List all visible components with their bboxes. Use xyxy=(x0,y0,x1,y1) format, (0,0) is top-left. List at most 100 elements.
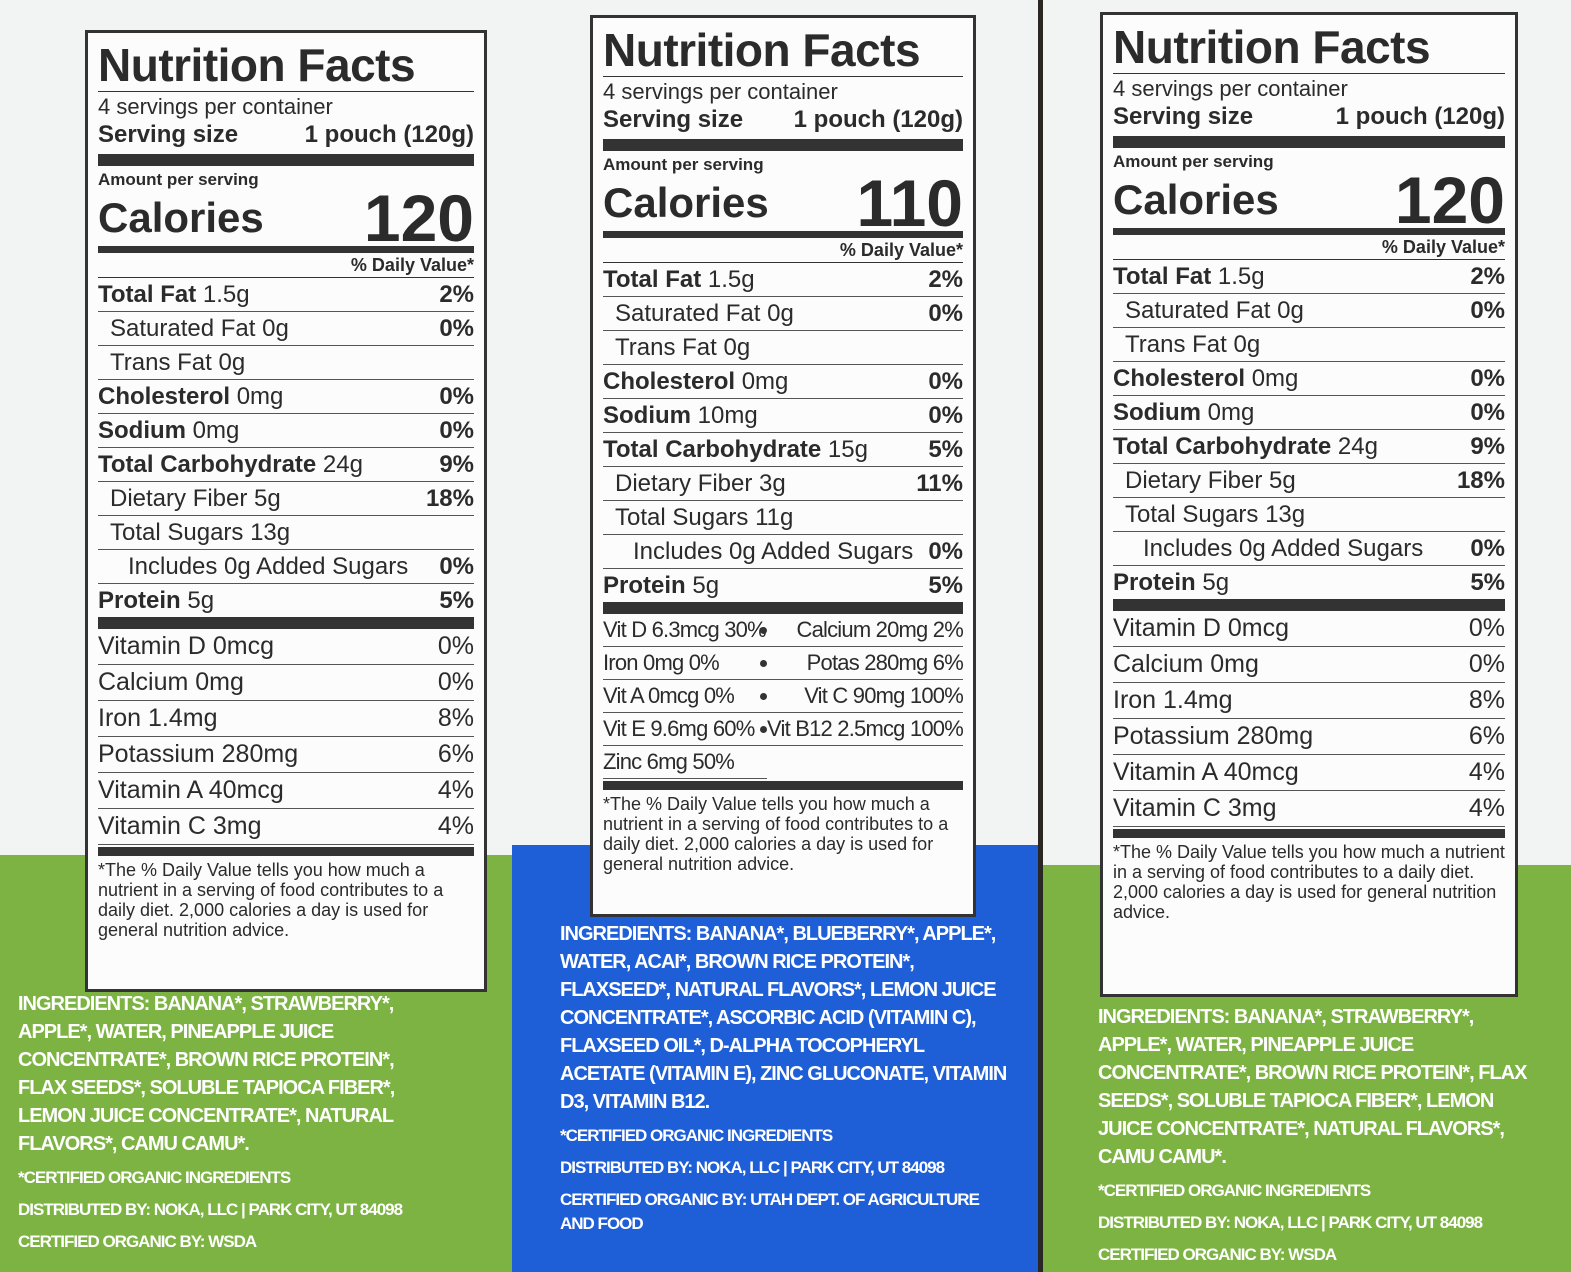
nutrient-dv: 5% xyxy=(928,572,963,599)
nutrient-name: Total Carbohydrate xyxy=(603,436,822,463)
nutrient-amount: 5g xyxy=(254,485,281,512)
nutrient-row: Sodium 0mg 0% xyxy=(1113,396,1505,430)
vitamin-name: Calcium 0mg xyxy=(1113,650,1259,678)
vitamin-name: Iron 1.4mg xyxy=(98,704,218,732)
thick-bar xyxy=(98,847,474,856)
servings: 4 servings per container xyxy=(1113,76,1348,101)
nutrient-amount: 0mg xyxy=(192,417,240,444)
nutrient: Trans Fat 0g xyxy=(110,346,245,379)
nutrient-row: Total Fat 1.5g 2% xyxy=(1113,260,1505,294)
nutrient: Total Carbohydrate 24g xyxy=(1113,430,1378,463)
nutrient-amount: 1.5g xyxy=(1217,263,1265,290)
vitamin-name: Vitamin C 3mg xyxy=(1113,794,1277,822)
nutrition-label: Nutrition Facts 4 servings per container S… xyxy=(85,30,487,992)
nutrient: Saturated Fat 0g xyxy=(615,297,794,330)
nutrient-name: Protein xyxy=(1113,569,1196,596)
nutrient-amount: 0mg xyxy=(236,383,284,410)
vitamin-dv: 8% xyxy=(1468,686,1505,714)
nutrient-dv: 2% xyxy=(1470,263,1505,290)
nutrient-name: Total Sugars xyxy=(1125,501,1259,528)
nutrient: Includes 0g Added Sugars xyxy=(633,535,913,568)
nutrient: Total Fat 1.5g xyxy=(98,278,250,311)
footnote: *The % Daily Value tells you how much a … xyxy=(603,794,949,874)
nutrient-row: Cholesterol 0mg 0% xyxy=(98,380,474,414)
nutrient: Dietary Fiber 5g xyxy=(110,482,281,515)
nutrient-row: Cholesterol 0mg 0% xyxy=(603,365,963,399)
nutrient-amount: 5g xyxy=(1202,569,1230,596)
nutrient-name: Cholesterol xyxy=(1113,365,1246,392)
nutrient-name: Sodium xyxy=(1113,399,1201,426)
certified-note: *CERTIFIED ORGANIC INGREDIENTS xyxy=(560,1126,833,1145)
label-title: Nutrition Facts xyxy=(98,39,474,92)
nutrient-name: Protein xyxy=(603,572,686,599)
nutrient-name: Total Sugars xyxy=(110,519,244,546)
nutrient-row: Total Fat 1.5g 2% xyxy=(98,278,474,312)
distributor: DISTRIBUTED BY: NOKA, LLC | PARK CITY, U… xyxy=(18,1200,403,1219)
nutrient-name: Protein xyxy=(98,587,181,614)
calories: Calories 120 xyxy=(98,181,474,255)
nutrient-name: Total Fat xyxy=(603,266,702,293)
nutrient: Protein 5g xyxy=(1113,566,1229,599)
vitamin: Vit B12 2.5mcg 100% xyxy=(767,713,964,746)
vitamin-name: Vitamin A 40mcg xyxy=(98,776,284,804)
amount-per-serving: Amount per serving xyxy=(98,170,259,189)
nutrient-name: Dietary Fiber xyxy=(110,485,248,512)
calories-label: Calories xyxy=(603,179,769,226)
nutrient-row: Total Carbohydrate 24g 9% xyxy=(98,448,474,482)
certifier: CERTIFIED ORGANIC BY: UTAH DEPT. OF AGRI… xyxy=(560,1190,980,1233)
vitamin-name: Calcium 0mg xyxy=(98,668,244,696)
nutrient-dv: 0% xyxy=(1470,399,1505,426)
nutrient-row: Total Sugars 11g xyxy=(603,501,963,535)
nutrient-amount: 0mg xyxy=(1251,365,1299,392)
thick-bar xyxy=(603,781,963,790)
nutrient-dv: 5% xyxy=(439,587,474,614)
nutrient-row: Dietary Fiber 5g 18% xyxy=(98,482,474,516)
vitamin: Calcium 20mg 2% xyxy=(767,614,964,647)
vitamin-row: Vitamin D 0mcg 0% xyxy=(1113,611,1505,647)
vitamin: Vit C 90mg 100% xyxy=(767,680,964,713)
nutrient-dv: 0% xyxy=(928,300,963,327)
thick-bar xyxy=(603,602,963,614)
nutrient: Cholesterol 0mg xyxy=(1113,362,1298,395)
nutrient: Total Carbohydrate 24g xyxy=(98,448,363,481)
nutrient-amount: 0mg xyxy=(741,368,789,395)
calories: Calories 110 xyxy=(603,166,963,240)
nutrient-amount: 1.5g xyxy=(202,281,250,308)
nutrient: Includes 0g Added Sugars xyxy=(1143,532,1423,565)
certified-note: *CERTIFIED ORGANIC INGREDIENTS xyxy=(18,1168,291,1187)
nutrient-amount: 24g xyxy=(1337,433,1378,460)
vitamin-row: Vitamin D 0mcg 0% xyxy=(98,629,474,665)
vitamin-row: Potassium 280mg 6% xyxy=(98,737,474,773)
medium-bar xyxy=(603,231,963,238)
medium-bar xyxy=(1113,228,1505,235)
nutrient: Saturated Fat 0g xyxy=(1125,294,1304,327)
vitamin-row: Vitamin C 3mg 4% xyxy=(1113,791,1505,827)
calories-value: 110 xyxy=(856,166,963,240)
amount-per-serving: Amount per serving xyxy=(1113,152,1274,171)
nutrient-row: Total Fat 1.5g 2% xyxy=(603,263,963,297)
nutrient-amount: 0g xyxy=(262,315,289,342)
amount-per-serving: Amount per serving xyxy=(603,155,764,174)
nutrient-name: Saturated Fat xyxy=(1125,297,1271,324)
nutrient: Cholesterol 0mg xyxy=(603,365,788,398)
thick-bar xyxy=(1113,829,1505,838)
calories-value: 120 xyxy=(363,181,474,255)
nutrient-row: Sodium 10mg 0% xyxy=(603,399,963,433)
vitamin-row: Calcium 0mg 0% xyxy=(98,665,474,701)
nutrient-row: Includes 0g Added Sugars 0% xyxy=(1113,532,1505,566)
label-title: Nutrition Facts xyxy=(1113,21,1505,74)
nutrient-dv: 0% xyxy=(439,417,474,444)
package-panel: Nutrition Facts 4 servings per container S… xyxy=(0,0,522,1272)
thick-bar xyxy=(603,139,963,151)
vitamin-row: Potassium 280mg 6% xyxy=(1113,719,1505,755)
nutrient: Sodium 0mg xyxy=(98,414,239,447)
vitamin: Vit A 0mcg 0% xyxy=(603,680,768,713)
ingredients: INGREDIENTS: BANANA*, BLUEBERRY*, APPLE*… xyxy=(560,923,1007,1113)
nutrient-name: Trans Fat xyxy=(1125,331,1227,358)
nutrient-name: Total Carbohydrate xyxy=(98,451,317,478)
nutrition-label: Nutrition Facts 4 servings per container S… xyxy=(1100,12,1518,997)
nutrient-row: Total Sugars 13g xyxy=(98,516,474,550)
nutrient: Total Sugars 11g xyxy=(615,501,793,534)
footnote: *The % Daily Value tells you how much a … xyxy=(98,860,444,940)
vitamin-dv: 4% xyxy=(437,812,474,840)
